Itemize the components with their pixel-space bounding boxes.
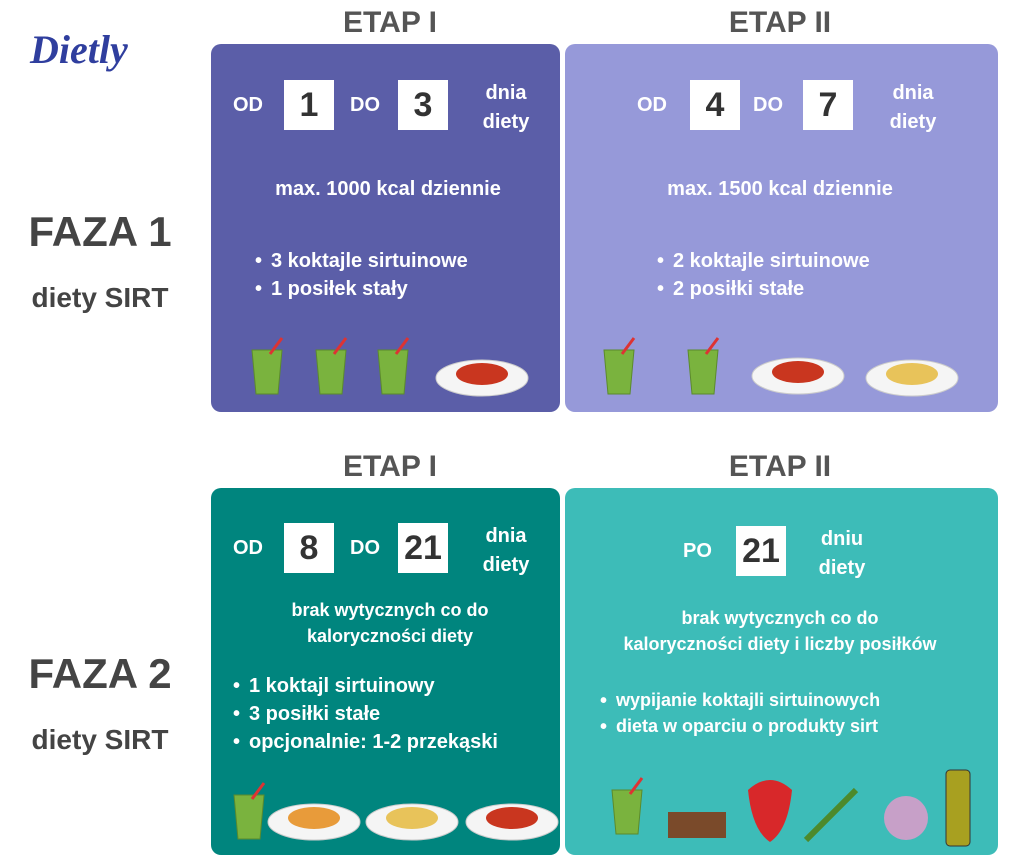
icon-part	[251, 349, 283, 395]
phase-subtitle: diety SIRT	[31, 724, 169, 755]
icon-part	[886, 363, 938, 385]
stage-header: ETAP II	[728, 6, 832, 39]
stage-header: ETAP I	[343, 6, 437, 39]
from-day: 8	[284, 523, 334, 573]
icon-part	[884, 796, 928, 840]
bullet-dot: •	[255, 250, 263, 272]
from-label: OD	[637, 94, 667, 116]
bullet: 2 koktajle sirtuinowe	[673, 250, 870, 272]
to-label: DO	[350, 537, 380, 559]
phase-title: FAZA 1	[28, 208, 172, 255]
to-label: DO	[350, 94, 380, 116]
from-day: 21	[736, 526, 786, 576]
icon-part	[386, 807, 438, 829]
day-label: dnia	[485, 525, 527, 547]
icon-part	[611, 789, 643, 835]
bullet: 2 posiłki stałe	[673, 278, 805, 300]
icon-part	[288, 807, 340, 829]
day-label: dnia	[892, 82, 934, 104]
bullet: 3 posiłki stałe	[249, 703, 381, 725]
phase-subtitle: diety SIRT	[31, 282, 169, 313]
bullet-dot: •	[600, 716, 608, 738]
stage-text: kaloryczności diety	[306, 626, 474, 646]
icon-part	[603, 349, 635, 395]
bullet-dot: •	[233, 703, 241, 725]
bullet: dieta w oparciu o produkty sirt	[616, 716, 879, 736]
bullet-dot: •	[255, 278, 263, 300]
from-label: OD	[233, 94, 263, 116]
stage-text: brak wytycznych co do	[681, 608, 879, 628]
stage-text: max. 1500 kcal dziennie	[667, 178, 893, 200]
icon-part	[620, 337, 636, 355]
stage-text: max. 1000 kcal dziennie	[275, 178, 501, 200]
icon-part	[315, 349, 347, 395]
from-label: OD	[233, 537, 263, 559]
icon-part	[486, 807, 538, 829]
icon-part	[945, 769, 971, 847]
icon-part	[748, 780, 792, 842]
from-label: PO	[683, 540, 712, 562]
icon-part	[268, 337, 284, 355]
bullet-dot: •	[233, 731, 241, 753]
bullet: wypijanie koktajli sirtuinowych	[616, 690, 881, 710]
stage-header: ETAP II	[728, 450, 832, 483]
stage-card	[565, 44, 998, 412]
stage-header: ETAP I	[343, 450, 437, 483]
to-day: 3	[398, 80, 448, 130]
bullet-dot: •	[233, 675, 241, 697]
from-day: 1	[284, 80, 334, 130]
day-label: dnia	[485, 82, 527, 104]
bullet: 1 posiłek stały	[271, 278, 408, 300]
bullet-dot: •	[600, 690, 608, 712]
stage-text: kaloryczności diety i liczby posiłków	[623, 634, 937, 654]
to-day: 21	[398, 523, 448, 573]
icon-part	[332, 337, 348, 355]
icon-part	[377, 349, 409, 395]
icon-part	[687, 349, 719, 395]
icon-part	[668, 812, 726, 838]
phase-title: FAZA 2	[28, 650, 172, 697]
to-day: 7	[803, 80, 853, 130]
from-day: 4	[690, 80, 740, 130]
day-label: dniu	[820, 528, 864, 550]
logo: Dietly	[30, 27, 128, 72]
bullet: 3 koktajle sirtuinowe	[271, 250, 468, 272]
day-label: diety	[889, 111, 937, 133]
bullet: 1 koktajl sirtuinowy	[249, 675, 435, 697]
stage-card	[211, 488, 560, 855]
to-label: DO	[753, 94, 783, 116]
icon-part	[456, 363, 508, 385]
icon-part	[704, 337, 720, 355]
icon-part	[628, 777, 644, 795]
icon-part	[233, 794, 265, 840]
bullet-dot: •	[657, 250, 665, 272]
day-label: diety	[818, 557, 866, 579]
day-label: diety	[482, 111, 530, 133]
icon-part	[394, 337, 410, 355]
icon-part	[772, 361, 824, 383]
icon-part	[250, 782, 266, 800]
icon-part	[803, 787, 859, 843]
stage-text: brak wytycznych co do	[291, 600, 489, 620]
day-label: diety	[482, 554, 530, 576]
bullet: opcjonalnie: 1-2 przekąski	[249, 731, 498, 753]
bullet-dot: •	[657, 278, 665, 300]
